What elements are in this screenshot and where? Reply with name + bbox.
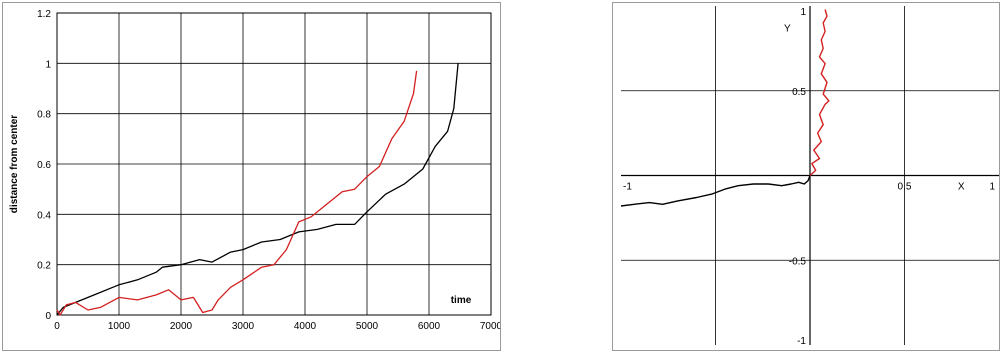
xy-trajectory-chart: -1 0.5 1 1 0.5 -0.5 -1 X Y [620,6,999,347]
chart-panel-xy: -1 0.5 1 1 0.5 -0.5 -1 X Y [612,2,1000,351]
series-line-0 [56,63,459,316]
y-tick-label: 0 [45,311,51,322]
y-tick-label: 1 [45,59,51,70]
x-tick-label: 1 [989,182,995,193]
trajectory-line-0 [620,175,811,207]
series-line-1 [56,70,418,316]
y-tick-label: -0.5 [789,256,807,267]
y-tick-label: 0.8 [37,110,51,121]
x-tick-label: 2000 [170,321,193,332]
y-tick-label: 1.2 [37,9,51,20]
x-tick-label: 6000 [418,321,441,332]
chart-panel-time: 0 1000 2000 3000 4000 5000 6000 7000 0 0.2 0.4 0.6 0… [2,2,501,351]
y-tick-label: 0.5 [792,87,806,98]
x-tick-label: 0 [54,321,60,332]
x-tick-label: 7000 [480,321,500,332]
x-axis-title: time [451,295,472,306]
y-tick-label: 0.2 [37,261,51,272]
x-tick-label: 5000 [356,321,379,332]
x-tick-label: -1 [623,182,632,193]
x-tick-label: 3000 [232,321,255,332]
y-axis-title: Y [784,23,791,34]
x-tick-label: 1000 [108,321,131,332]
x-tick-label: 0.5 [898,182,912,193]
trajectory-line-1 [809,9,830,177]
y-axis-title: distance from center [9,115,20,213]
y-tick-label: -1 [797,336,806,347]
x-tick-label: 4000 [294,321,317,332]
y-tick-label: 1 [800,7,806,18]
x-axis-title: X [958,182,965,193]
y-tick-label: 0.6 [37,160,51,171]
distance-time-chart: 0 1000 2000 3000 4000 5000 6000 7000 0 0.2 0.4 0.6 0… [9,9,500,332]
y-tick-label: 0.4 [37,210,51,221]
